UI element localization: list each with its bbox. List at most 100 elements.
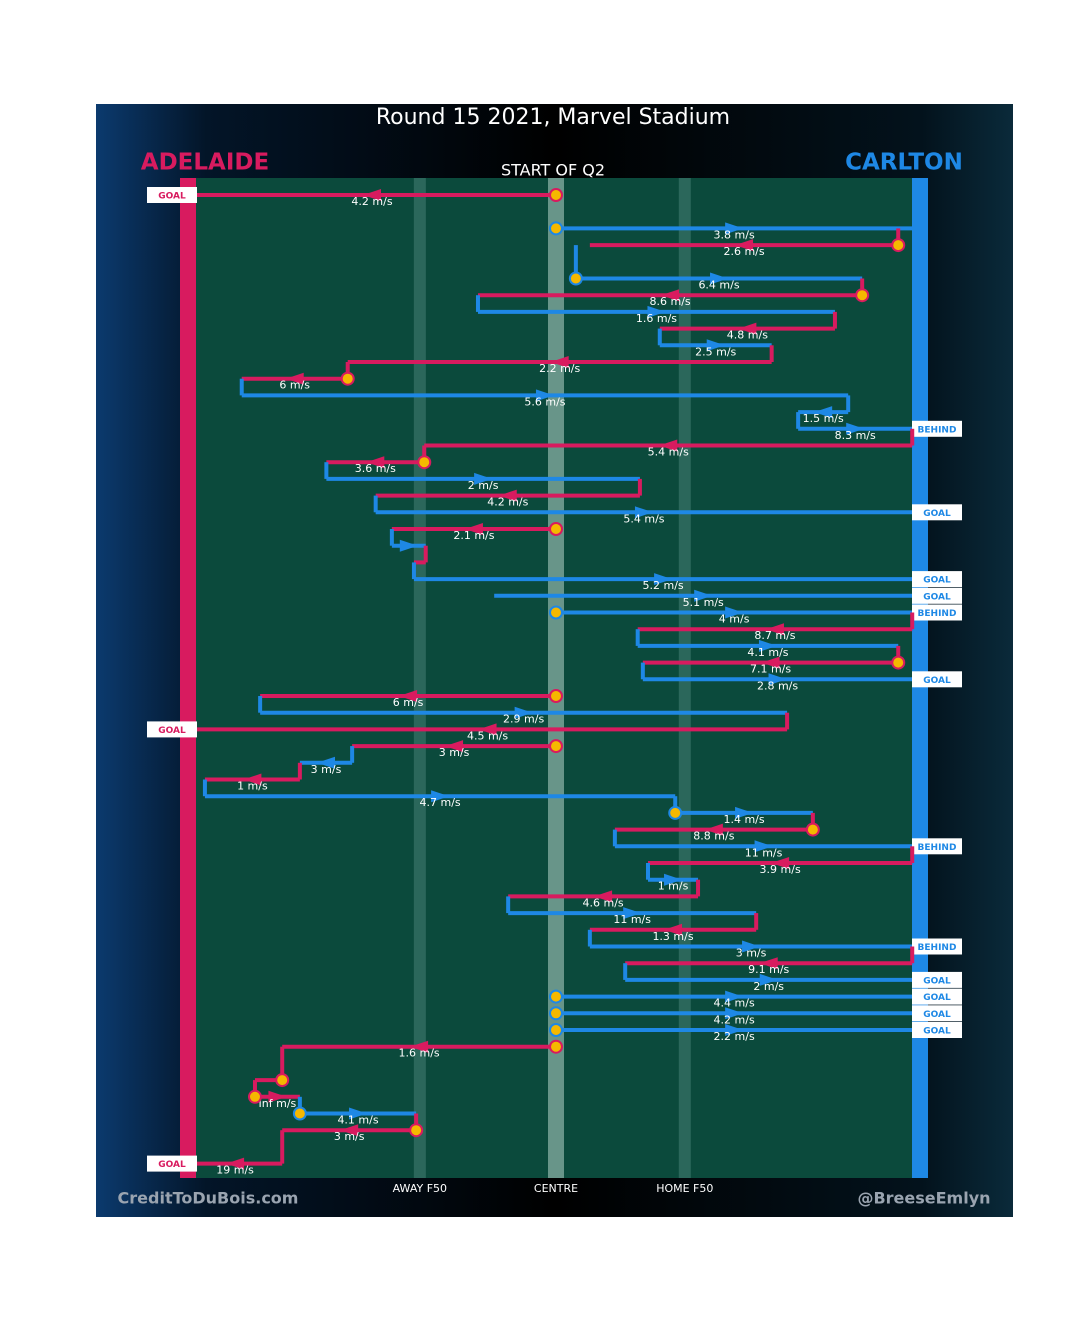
arrow bbox=[661, 289, 680, 302]
arrow bbox=[754, 840, 773, 853]
score-label: GOAL bbox=[923, 1010, 951, 1020]
arrow bbox=[758, 639, 777, 652]
arrow bbox=[814, 406, 833, 419]
score-tag bbox=[912, 938, 962, 955]
speed-label: 4.4 m/s bbox=[714, 997, 755, 1010]
speed-label: 1.4 m/s bbox=[723, 813, 764, 826]
arrow bbox=[768, 673, 787, 686]
score-tag bbox=[912, 971, 962, 988]
speed-label: 2.2 m/s bbox=[539, 362, 580, 375]
x-tick-label: CENTRE bbox=[534, 1182, 578, 1195]
speed-label: 2.8 m/s bbox=[757, 679, 798, 692]
speed-label: 3 m/s bbox=[334, 1130, 365, 1143]
score-tag bbox=[912, 504, 962, 521]
speed-label: 3 m/s bbox=[736, 947, 767, 960]
arrow bbox=[285, 372, 304, 385]
arrow bbox=[243, 773, 262, 786]
score-label: GOAL bbox=[923, 976, 951, 986]
speed-label: 1 m/s bbox=[237, 780, 268, 793]
arrow bbox=[704, 823, 723, 836]
field-band bbox=[413, 178, 426, 1178]
score-label: GOAL bbox=[923, 1027, 951, 1037]
speed-label: 1.6 m/s bbox=[636, 312, 677, 325]
subtitle: START OF Q2 bbox=[501, 161, 605, 180]
stoppage bbox=[275, 1073, 290, 1088]
speed-label: 4.2 m/s bbox=[351, 195, 392, 208]
speed-label: 4 m/s bbox=[719, 613, 750, 626]
stoppage bbox=[549, 605, 563, 620]
score-label: GOAL bbox=[923, 592, 951, 602]
arrow bbox=[664, 923, 683, 936]
speed-label: 5.6 m/s bbox=[524, 395, 565, 408]
arrow bbox=[317, 756, 335, 769]
stoppage bbox=[549, 1023, 563, 1037]
arrow bbox=[759, 957, 778, 970]
credit: @BreeseEmlyn bbox=[857, 1189, 990, 1208]
arrow bbox=[659, 439, 678, 452]
score-tag bbox=[912, 571, 962, 588]
score-tag bbox=[912, 1022, 962, 1038]
arrow bbox=[846, 422, 865, 435]
speed-label: 2.9 m/s bbox=[503, 713, 544, 726]
score-label: BEHIND bbox=[918, 425, 957, 435]
arrow bbox=[765, 623, 784, 636]
speed-label: 11 m/s bbox=[745, 846, 783, 859]
score-label: BEHIND bbox=[918, 943, 957, 953]
arrow bbox=[725, 222, 744, 235]
home-team: ADELAIDE bbox=[141, 150, 269, 176]
arrow bbox=[654, 573, 673, 586]
arrow bbox=[445, 740, 464, 753]
speed-label: 5.2 m/s bbox=[643, 579, 684, 592]
stoppage bbox=[549, 188, 563, 202]
speed-label: 4.7 m/s bbox=[420, 796, 461, 809]
score-label: GOAL bbox=[158, 726, 186, 736]
stoppage bbox=[668, 805, 683, 820]
arrow bbox=[363, 189, 381, 201]
stoppage bbox=[247, 1089, 262, 1104]
stoppage bbox=[891, 655, 906, 670]
speed-label: Inf m/s bbox=[259, 1097, 297, 1110]
speed-label: 3 m/s bbox=[439, 746, 470, 759]
speed-label: 2.6 m/s bbox=[723, 245, 764, 258]
speed-label: 2.1 m/s bbox=[453, 529, 494, 542]
speed-label: 5.4 m/s bbox=[648, 446, 689, 459]
arrow bbox=[710, 272, 729, 285]
arrow bbox=[464, 523, 483, 535]
stoppage bbox=[549, 1039, 563, 1054]
score-label: GOAL bbox=[923, 576, 951, 586]
score-tag bbox=[912, 420, 962, 437]
speed-label: 1.5 m/s bbox=[803, 412, 844, 425]
score-tag bbox=[912, 838, 962, 855]
away-team: CARLTON bbox=[845, 150, 963, 176]
score-tag bbox=[147, 1155, 197, 1172]
score-tag bbox=[912, 671, 962, 688]
speed-label: 5.4 m/s bbox=[623, 512, 664, 525]
arrow bbox=[761, 656, 780, 669]
arrow bbox=[706, 339, 725, 352]
speed-label: 2.5 m/s bbox=[695, 345, 736, 358]
speed-label: 3.6 m/s bbox=[355, 462, 396, 475]
score-tag bbox=[147, 187, 197, 203]
speed-label: 8.3 m/s bbox=[835, 429, 876, 442]
stoppage bbox=[292, 1106, 307, 1121]
arrow bbox=[349, 1107, 368, 1120]
arrow bbox=[410, 1040, 429, 1053]
arrow bbox=[742, 940, 761, 953]
speed-label: 4.1 m/s bbox=[747, 646, 788, 659]
stoppage bbox=[568, 271, 583, 286]
arrow bbox=[478, 723, 497, 736]
speed-label: 4.1 m/s bbox=[337, 1114, 378, 1127]
arrow bbox=[498, 489, 517, 502]
stoppage bbox=[417, 455, 432, 470]
score-tag bbox=[147, 721, 197, 738]
speed-label: 1 m/s bbox=[658, 880, 689, 893]
speed-label: 4.5 m/s bbox=[467, 729, 508, 742]
score-label: GOAL bbox=[923, 993, 951, 1003]
speed-label: 2 m/s bbox=[753, 980, 784, 993]
speed-label: 5.1 m/s bbox=[683, 596, 724, 609]
arrow bbox=[474, 472, 493, 485]
field-band bbox=[548, 178, 564, 1178]
speed-label: 6 m/s bbox=[279, 379, 310, 392]
stoppage bbox=[549, 989, 563, 1004]
